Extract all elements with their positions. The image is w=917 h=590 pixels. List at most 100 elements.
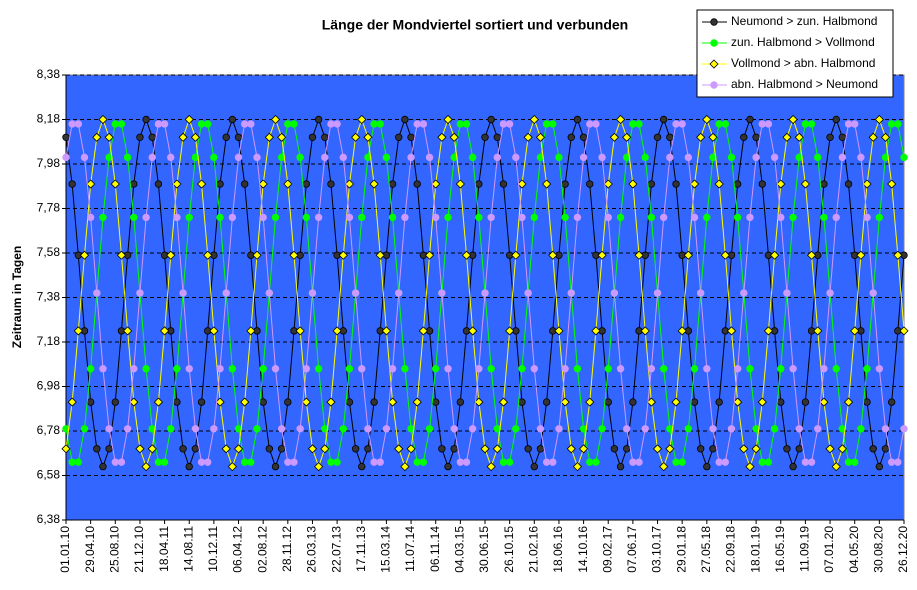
marker — [616, 462, 625, 471]
marker — [363, 132, 373, 142]
marker — [265, 289, 274, 297]
x-tick-label: 22.09.18 — [724, 526, 738, 573]
marker — [216, 365, 224, 373]
marker — [210, 153, 218, 162]
y-tick-label: 6,38 — [37, 512, 61, 526]
marker — [535, 132, 546, 142]
marker — [432, 398, 440, 406]
marker — [684, 425, 693, 433]
marker — [327, 180, 335, 188]
marker — [623, 153, 631, 162]
marker — [339, 425, 347, 433]
marker — [167, 425, 175, 433]
x-tick-label: 04.05.20 — [847, 526, 861, 573]
marker — [703, 213, 711, 222]
marker — [179, 445, 187, 453]
marker — [99, 213, 107, 222]
marker — [789, 213, 797, 222]
marker — [61, 444, 71, 454]
marker — [647, 180, 656, 188]
marker — [703, 462, 711, 471]
marker — [388, 180, 397, 188]
marker — [603, 179, 613, 189]
marker — [444, 365, 452, 373]
marker — [271, 365, 280, 373]
marker — [851, 458, 859, 466]
marker — [264, 132, 274, 142]
marker — [838, 153, 847, 162]
marker — [438, 289, 446, 297]
marker — [530, 213, 538, 222]
marker — [307, 444, 318, 454]
marker — [129, 397, 139, 407]
y-axis-title: Zeitraum in Tagen — [10, 246, 24, 348]
marker — [308, 133, 317, 141]
marker — [358, 365, 366, 373]
marker — [794, 132, 804, 142]
marker — [173, 213, 181, 222]
marker — [382, 153, 391, 162]
legend-label: Neumond > zun. Halbmond — [731, 14, 877, 28]
marker — [499, 458, 508, 466]
marker — [604, 365, 612, 373]
marker — [130, 180, 138, 188]
marker — [659, 115, 668, 124]
marker — [234, 425, 243, 433]
marker — [290, 458, 298, 466]
marker — [795, 425, 803, 433]
x-tick-label: 14.10.16 — [576, 526, 590, 573]
marker — [166, 250, 176, 260]
marker — [579, 153, 588, 162]
marker — [789, 365, 797, 373]
marker — [493, 425, 502, 433]
marker — [474, 397, 484, 407]
marker — [135, 444, 145, 454]
marker — [629, 120, 637, 128]
marker — [418, 326, 428, 336]
marker — [216, 213, 224, 222]
marker — [185, 462, 193, 471]
marker — [111, 398, 119, 406]
marker — [413, 458, 421, 466]
marker — [900, 153, 908, 162]
marker — [493, 133, 502, 141]
marker — [683, 250, 693, 260]
marker — [67, 397, 77, 407]
x-tick-label: 16.05.19 — [773, 526, 787, 573]
marker — [555, 153, 563, 162]
marker — [703, 365, 711, 373]
marker — [382, 425, 391, 433]
marker — [777, 365, 785, 373]
marker — [358, 462, 366, 471]
marker — [480, 444, 490, 454]
x-tick-label: 29.04.10 — [83, 526, 97, 573]
marker — [659, 462, 669, 472]
marker — [117, 458, 126, 466]
marker — [696, 132, 706, 142]
marker — [185, 213, 193, 222]
marker — [123, 153, 132, 162]
marker — [524, 289, 532, 297]
marker — [327, 120, 335, 128]
marker — [659, 213, 668, 222]
marker — [900, 425, 908, 433]
x-tick-label: 29.01.18 — [674, 526, 688, 573]
marker — [746, 213, 754, 222]
marker — [289, 250, 299, 260]
marker — [401, 213, 409, 222]
marker — [388, 365, 397, 373]
marker — [800, 179, 810, 189]
marker — [677, 326, 687, 336]
y-tick-label: 8,18 — [37, 112, 61, 126]
y-tick-label: 7,38 — [37, 290, 61, 304]
marker — [881, 153, 890, 162]
x-tick-label: 21.02.16 — [526, 526, 540, 573]
marker — [899, 326, 909, 336]
marker — [227, 462, 237, 472]
x-tick-label: 26.10.15 — [502, 526, 516, 573]
marker — [369, 179, 379, 189]
marker — [505, 326, 515, 336]
marker — [542, 398, 551, 406]
marker — [863, 365, 871, 373]
